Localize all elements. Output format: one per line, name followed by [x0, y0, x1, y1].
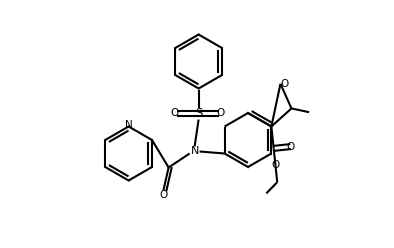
- Text: O: O: [160, 190, 168, 200]
- Text: O: O: [216, 109, 225, 119]
- Text: N: N: [125, 121, 132, 130]
- Text: S: S: [195, 107, 202, 120]
- Text: O: O: [281, 79, 288, 89]
- Text: O: O: [271, 160, 280, 170]
- Text: O: O: [286, 142, 295, 152]
- Text: N: N: [190, 147, 199, 156]
- Text: O: O: [171, 109, 179, 119]
